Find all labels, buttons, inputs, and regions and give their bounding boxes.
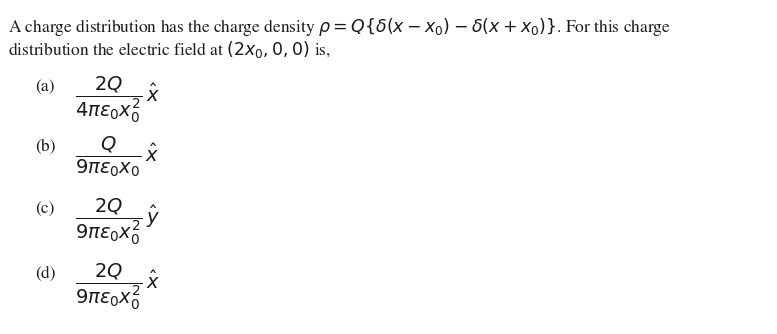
Text: A charge distribution has the charge density $\rho = Q\{\delta(x-x_0) - \delta(x: A charge distribution has the charge den… bbox=[8, 16, 671, 38]
Text: distribution the electric field at $(2x_0, 0, 0)$ is,: distribution the electric field at $(2x_… bbox=[8, 39, 331, 60]
Text: $\dfrac{Q}{9\pi\varepsilon_0 x_0}\,\hat{x}$: $\dfrac{Q}{9\pi\varepsilon_0 x_0}\,\hat{… bbox=[75, 135, 159, 179]
Text: (a): (a) bbox=[35, 79, 54, 95]
Text: (b): (b) bbox=[35, 139, 55, 155]
Text: $\dfrac{2Q}{9\pi\varepsilon_0 x_0^2}\,\hat{y}$: $\dfrac{2Q}{9\pi\varepsilon_0 x_0^2}\,\h… bbox=[75, 197, 160, 247]
Text: $\dfrac{2Q}{4\pi\varepsilon_0 x_0^2}\,\hat{x}$: $\dfrac{2Q}{4\pi\varepsilon_0 x_0^2}\,\h… bbox=[75, 75, 160, 125]
Text: $\dfrac{2Q}{9\pi\varepsilon_0 x_0^2}\,\hat{x}$: $\dfrac{2Q}{9\pi\varepsilon_0 x_0^2}\,\h… bbox=[75, 262, 160, 312]
Text: (d): (d) bbox=[35, 266, 55, 282]
Text: (c): (c) bbox=[35, 201, 54, 217]
